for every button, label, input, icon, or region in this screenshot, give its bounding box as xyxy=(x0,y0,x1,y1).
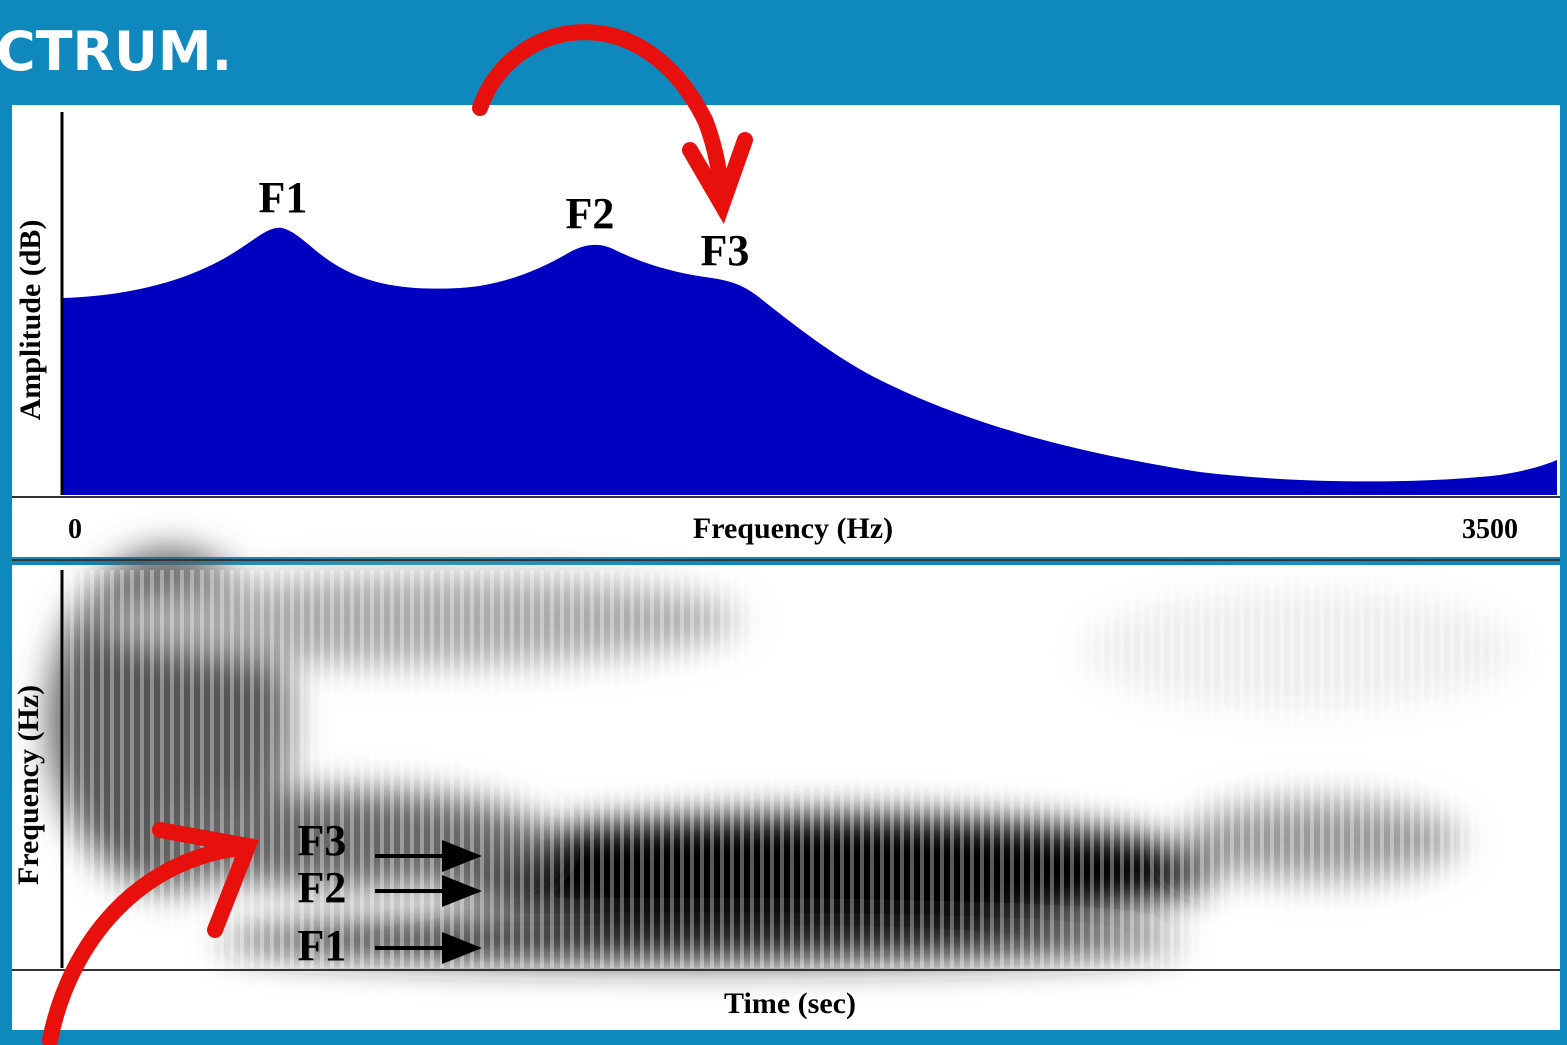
x-end-label: 3500 xyxy=(1462,514,1518,545)
peak-label: F1 xyxy=(259,173,308,222)
texture xyxy=(62,570,1557,968)
arrowhead xyxy=(682,132,753,224)
arrow-top xyxy=(472,24,730,208)
slide-title: CTRUM. xyxy=(0,20,232,83)
x-axis-label: Time (sec) xyxy=(724,987,856,1020)
arrowhead xyxy=(152,822,260,938)
y-axis-label: Frequency (Hz) xyxy=(12,685,45,885)
spectrogram-panel: Frequency (Hz) Time (sec) F3 F2 F1 xyxy=(12,550,1560,1030)
spectrum-panel: Amplitude (dB) 0 Frequency (Hz) 3500 F1 … xyxy=(12,105,1560,557)
formant-label: F1 xyxy=(298,921,347,970)
formant-label: F3 xyxy=(298,816,347,865)
arrow-bottom xyxy=(42,840,248,1045)
x-axis-label: Frequency (Hz) xyxy=(693,512,893,545)
peak-label: F3 xyxy=(701,226,750,275)
spectrum-envelope xyxy=(62,227,1557,496)
red-arrows xyxy=(42,24,753,1045)
peak-label: F2 xyxy=(566,189,615,238)
x-start-label: 0 xyxy=(68,514,82,545)
y-axis-label: Amplitude (dB) xyxy=(14,220,47,421)
formant-label: F2 xyxy=(298,863,347,912)
